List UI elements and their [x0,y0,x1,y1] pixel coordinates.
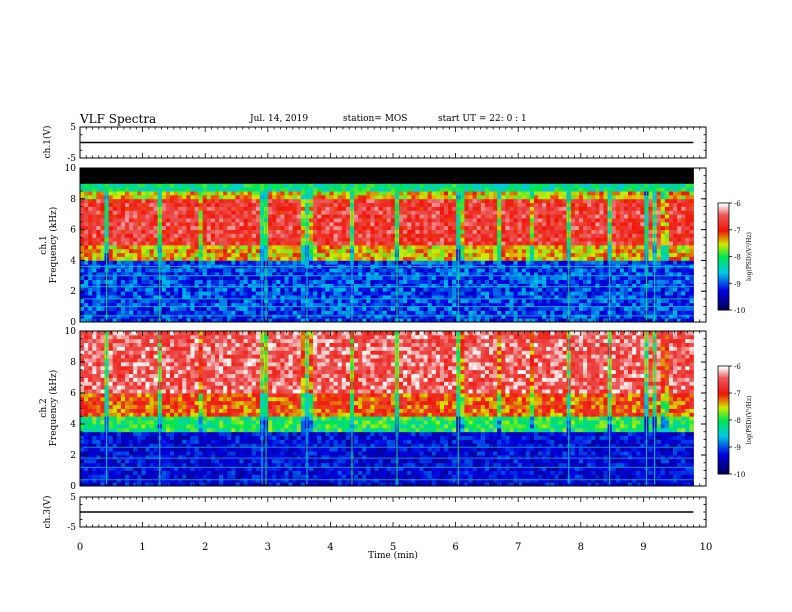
chart-title: VLF Spectra [80,112,157,126]
ytick-label-ch1-spectrogram: 8 [70,195,76,205]
ytick-label-ch3-voltage: -5 [67,523,76,533]
spectrogram-ch1-image [80,168,694,323]
xtick-label: 10 [700,542,713,553]
ylabel-ch3-voltage: ch.3(V) [42,496,53,529]
xtick-label: 8 [578,542,584,553]
ytick-label-ch1-spectrogram: 6 [70,226,76,236]
header-start: start UT = 22: 0 : 1 [438,114,527,124]
xtick-label: 5 [390,542,396,553]
ytick-label-ch1-spectrogram: 10 [65,164,77,174]
colorbar-tick-label: -9 [734,280,741,288]
header-station: station= MOS [343,114,408,124]
xtick-label: 4 [327,542,333,553]
ytick-label-ch1-spectrogram: 0 [70,318,76,328]
x-axis-label: Time (min) [368,550,418,561]
colorbar-tick-label: -9 [734,444,741,452]
xtick-label: 6 [452,542,458,553]
colorbar-tick-label: -6 [734,200,741,208]
spectrogram-ch2-image [80,331,694,487]
ylabel-ch1-spectro-frequency: Frequency (kHz) [48,207,59,284]
colorbar-tick-label: -8 [734,254,741,262]
colorbar-tick-label: -10 [734,471,745,479]
ytick-label-ch1-voltage: -5 [67,154,76,164]
xtick-label: 0 [77,542,83,553]
xtick-label: 9 [640,542,646,553]
colorbar-label: log(PSD)(V²/Hz) [746,232,753,281]
header-date: Jul. 14, 2019 [250,114,309,124]
xtick-label: 2 [202,542,208,553]
xtick-label: 7 [515,542,521,553]
ylabel-ch1-voltage: ch.1(V) [42,126,53,159]
colorbar-tick-label: -7 [734,390,741,398]
ytick-label-ch2-spectrogram: 4 [70,420,76,430]
ylabel-ch2-spectro-channel: ch.2 [39,398,49,417]
ytick-label-ch2-spectrogram: 0 [70,482,76,492]
ytick-label-ch3-voltage: 5 [70,493,76,503]
ytick-label-ch2-spectrogram: 2 [70,451,76,461]
ytick-label-ch2-spectrogram: 8 [70,358,76,368]
colorbar-ch2-spectrogram [717,365,732,475]
ytick-label-ch2-spectrogram: 10 [65,327,77,337]
ytick-label-ch1-spectrogram: 4 [70,256,76,266]
ytick-label-ch1-spectrogram: 2 [70,287,76,297]
colorbar-ch1-spectrogram [717,202,732,311]
ylabel-ch2-spectro-frequency: Frequency (kHz) [48,370,59,447]
colorbar-tick-label: -7 [734,227,741,235]
ytick-label-ch2-spectrogram: 6 [70,389,76,399]
colorbar-tick-label: -6 [734,363,741,371]
ytick-label-ch1-voltage: 5 [70,123,76,133]
colorbar-label: log(PSD)(V²/Hz) [746,396,753,445]
xtick-label: 1 [139,542,145,553]
colorbar-tick-label: -10 [734,307,745,315]
xtick-label: 3 [265,542,271,553]
colorbar-tick-label: -8 [734,417,741,425]
ylabel-ch1-spectro-channel: ch.1 [39,235,49,254]
